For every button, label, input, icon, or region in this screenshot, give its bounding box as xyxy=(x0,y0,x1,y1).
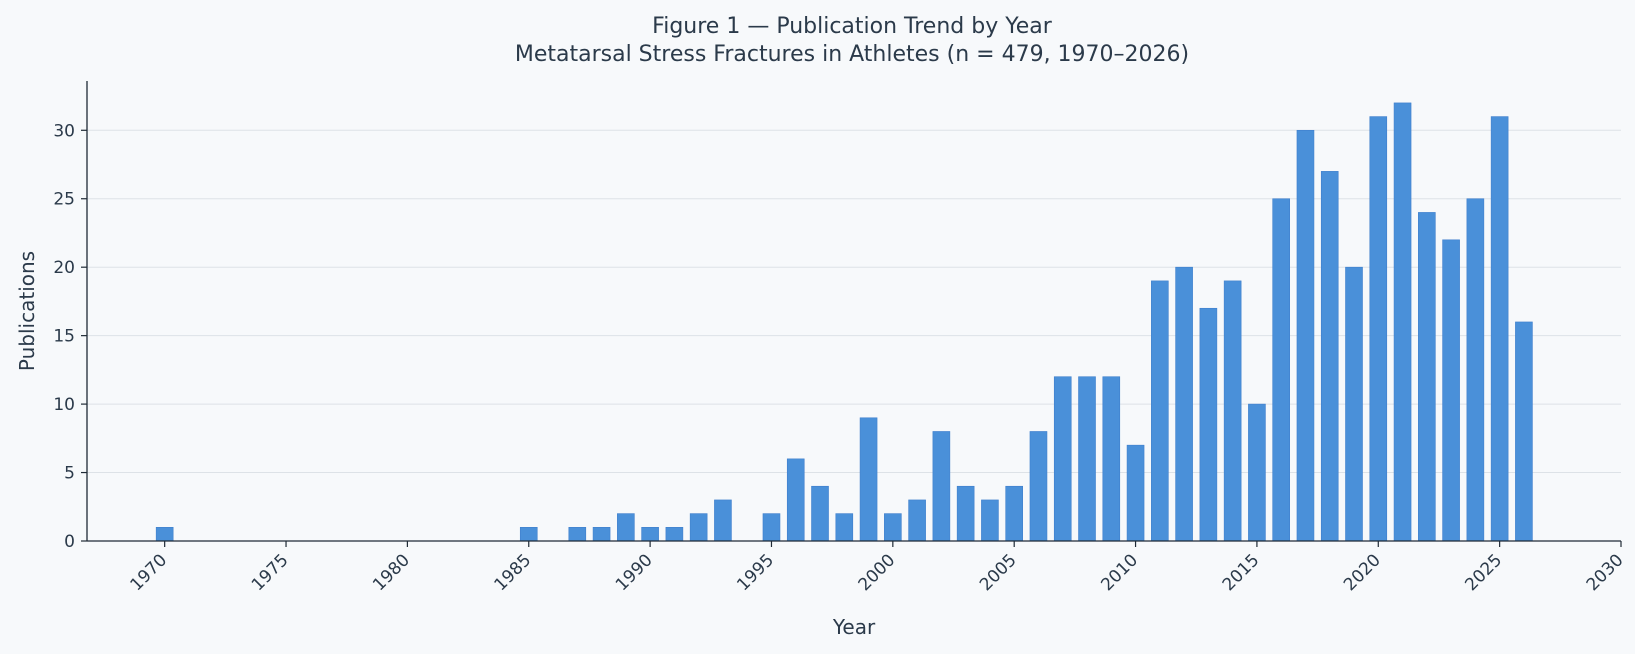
bar-year-2012 xyxy=(1175,266,1193,542)
bar-year-1998 xyxy=(835,513,854,542)
bar-year-2011 xyxy=(1151,280,1169,542)
chart-title: Figure 1 — Publication Trend by Year xyxy=(652,14,1053,39)
bar-year-1997 xyxy=(811,485,829,542)
bars xyxy=(155,102,1533,542)
bar-year-2007 xyxy=(1053,376,1072,542)
bar-year-2024 xyxy=(1466,198,1485,542)
bar-year-1999 xyxy=(859,417,878,542)
bar-year-2022 xyxy=(1418,212,1436,542)
bar-year-1993 xyxy=(714,499,732,542)
bar-year-2006 xyxy=(1029,431,1048,542)
bar-year-1987 xyxy=(568,527,587,542)
bar-year-2018 xyxy=(1320,171,1339,542)
bar-year-2021 xyxy=(1393,102,1412,542)
y-tick-label: 5 xyxy=(64,464,75,484)
bar-year-1995 xyxy=(762,513,781,542)
bar-year-2025 xyxy=(1490,116,1509,542)
bar-year-2003 xyxy=(956,485,975,542)
y-tick-label: 25 xyxy=(53,190,75,210)
bar-year-2008 xyxy=(1078,376,1096,542)
bar-year-2005 xyxy=(1005,485,1023,542)
y-axis-label: Publications xyxy=(15,251,39,371)
bar-year-2001 xyxy=(908,499,926,542)
bar-year-2002 xyxy=(932,431,951,542)
bar-year-1970 xyxy=(155,527,174,542)
bar-year-1988 xyxy=(592,527,611,542)
y-tick-label: 10 xyxy=(53,395,75,415)
bar-year-2000 xyxy=(884,513,902,542)
bar-year-2015 xyxy=(1248,403,1266,542)
bar-year-1989 xyxy=(617,513,635,542)
axes xyxy=(86,81,1621,542)
bar-year-2026 xyxy=(1515,321,1533,542)
bar-year-1992 xyxy=(689,513,708,542)
bar-year-2016 xyxy=(1272,198,1290,542)
bar-year-2010 xyxy=(1126,444,1145,542)
bar-year-1985 xyxy=(519,527,538,542)
bar-year-2020 xyxy=(1369,116,1388,542)
chart-subtitle: Metatarsal Stress Fractures in Athletes … xyxy=(515,42,1189,67)
bar-year-2009 xyxy=(1102,376,1121,542)
bar-year-2017 xyxy=(1296,129,1315,542)
y-tick-label: 0 xyxy=(64,532,75,552)
y-tick-label: 30 xyxy=(53,121,75,141)
bar-year-2013 xyxy=(1199,307,1218,542)
bar-year-2019 xyxy=(1345,266,1363,542)
bar-year-2023 xyxy=(1442,239,1460,542)
bar-year-1990 xyxy=(641,527,659,542)
bar-year-2004 xyxy=(981,499,999,542)
y-tick-label: 15 xyxy=(53,327,75,347)
bar-year-1996 xyxy=(786,458,805,542)
bar-year-1991 xyxy=(665,527,684,542)
gridlines xyxy=(87,129,1621,474)
y-ticks: 0 5 10 15 20 25 30 xyxy=(53,121,87,552)
x-axis-label: Year xyxy=(832,615,876,639)
bar-year-2014 xyxy=(1223,280,1242,542)
y-tick-label: 20 xyxy=(53,258,75,278)
